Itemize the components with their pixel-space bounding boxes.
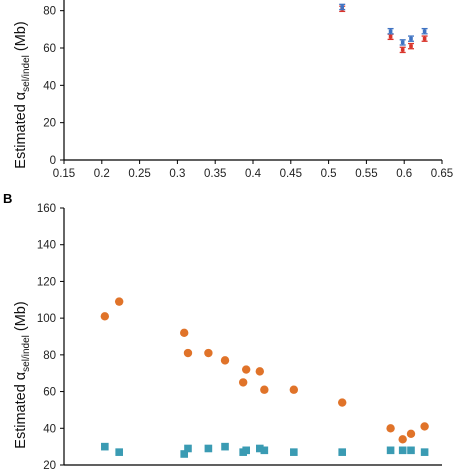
panel-b-y-tick-label: 120: [37, 276, 56, 288]
panel-a-y-tick-label: 60: [43, 43, 56, 55]
panel-a-y-tick-label: 0: [50, 155, 56, 167]
panel-b-ylabel-main: Estimated α: [13, 372, 29, 449]
panel-a-ylabel: Estimated αsel/indel (Mb): [13, 21, 32, 168]
panel-b-ticks: 20 40 60 80 100 120 140 160: [37, 203, 64, 472]
panel-a-x-tick-label: 0.2: [94, 168, 110, 180]
panel-b-label: B: [3, 191, 12, 206]
panel-a-y-tick-label: 20: [43, 118, 56, 130]
panel-a-ticks: 0 20 40 60 80 0.15 0.2 0.25 0.3 0.35 0.4 0.45 0.5 0.5…: [43, 6, 453, 180]
panel-a-point-red: [387, 33, 394, 41]
panel-b-point-teal: [386, 446, 395, 455]
panel-b-point-orange: [183, 348, 193, 358]
panel-b-y-tick-label: 140: [37, 240, 56, 252]
panel-a-ylabel-main: Estimated α: [13, 92, 29, 169]
panel-b-point-teal: [180, 450, 189, 458]
panel-b-point-teal: [184, 444, 192, 453]
panel-b-point-orange: [406, 429, 416, 438]
panel-a-point-blue: [387, 27, 394, 35]
panel-b-point-orange: [255, 367, 265, 376]
panel-b-point-orange: [386, 424, 395, 433]
panel-a-x-tick-label: 0.45: [280, 168, 302, 180]
panel-b-point-orange: [289, 385, 299, 394]
panel-b-point-teal: [420, 448, 429, 456]
panel-a-x-tick-label: 0.15: [53, 168, 75, 180]
panel-b-point-orange: [114, 297, 124, 306]
panel-b-point-orange: [180, 328, 189, 338]
panel-a-point-red: [399, 46, 406, 54]
panel-a-x-tick-label: 0.35: [204, 168, 226, 180]
panel-a-y-tick-label: 80: [43, 6, 56, 18]
panel-b-point-orange: [241, 365, 251, 374]
panel-b-ylabel-suffix: (Mb): [13, 301, 29, 335]
panel-b-point-orange: [338, 398, 347, 407]
panel-b-ylabel-sub: sel/indel: [21, 335, 32, 372]
panel-a-x-tick-label: 0.65: [431, 168, 453, 180]
panel-b-point-teal: [115, 448, 123, 456]
panel-b-y-tick-label: 160: [37, 203, 56, 215]
panel-a-y-tick-label: 40: [43, 80, 56, 92]
panel-b-y-tick-label: 40: [43, 423, 56, 435]
panel-b-marks: [100, 297, 429, 458]
panel-a-point-blue: [399, 39, 406, 46]
panel-a-ylabel-sub: sel/indel: [21, 55, 32, 92]
panel-a-point-red: [408, 42, 415, 50]
panel-a-x-tick-label: 0.55: [355, 168, 377, 180]
panel-b-point-teal: [221, 442, 229, 451]
panel-a-x-tick-label: 0.25: [128, 168, 150, 180]
panel-b-point-orange: [420, 422, 429, 431]
panel-a-x-tick-label: 0.3: [169, 168, 185, 180]
panel-b-y-tick-label: 60: [43, 387, 56, 399]
panel-a-x-tick-label: 0.4: [245, 168, 262, 180]
panel-b-point-teal: [407, 446, 415, 455]
panel-a-marks: [339, 3, 428, 54]
panel-b-point-teal: [290, 448, 298, 456]
panel-a-point-blue: [421, 27, 428, 35]
panel-b-y-tick-label: 20: [43, 460, 56, 472]
panel-b-point-teal: [204, 444, 213, 453]
panel-b-point-teal: [242, 446, 250, 455]
panel-b-point-orange: [398, 435, 407, 444]
panel-b-point-orange: [204, 348, 213, 358]
panel-b-point-orange: [238, 378, 248, 387]
panel-a-point-blue: [339, 3, 346, 11]
panel-a-axes: [63, 0, 442, 161]
panel-b-point-teal: [398, 446, 407, 455]
panel-a-ylabel-suffix: (Mb): [13, 21, 29, 55]
panel-b-point-orange: [260, 385, 269, 394]
panel-b-point-orange: [220, 356, 230, 365]
panel-b-ylabel: Estimated αsel/indel (Mb): [13, 301, 32, 448]
panel-b-point-teal: [260, 446, 269, 455]
panel-a-x-tick-label: 0.6: [396, 168, 412, 180]
panel-a-x-tick-label: 0.5: [321, 168, 337, 180]
panel-a-point-blue: [408, 35, 415, 42]
panel-b-y-tick-label: 80: [43, 350, 56, 362]
panel-b-point-teal: [256, 444, 264, 453]
chart-panel-b: B Estimated αsel/indel (Mb) 20 40 60 80 100 1…: [3, 191, 442, 472]
panel-b-y-tick-label: 100: [37, 313, 56, 325]
panel-b-point-orange: [100, 312, 110, 321]
panel-b-point-teal: [338, 448, 347, 456]
panel-a-point-red: [421, 35, 428, 42]
panel-b-axes: [63, 208, 442, 466]
panel-b-point-teal: [101, 442, 109, 451]
